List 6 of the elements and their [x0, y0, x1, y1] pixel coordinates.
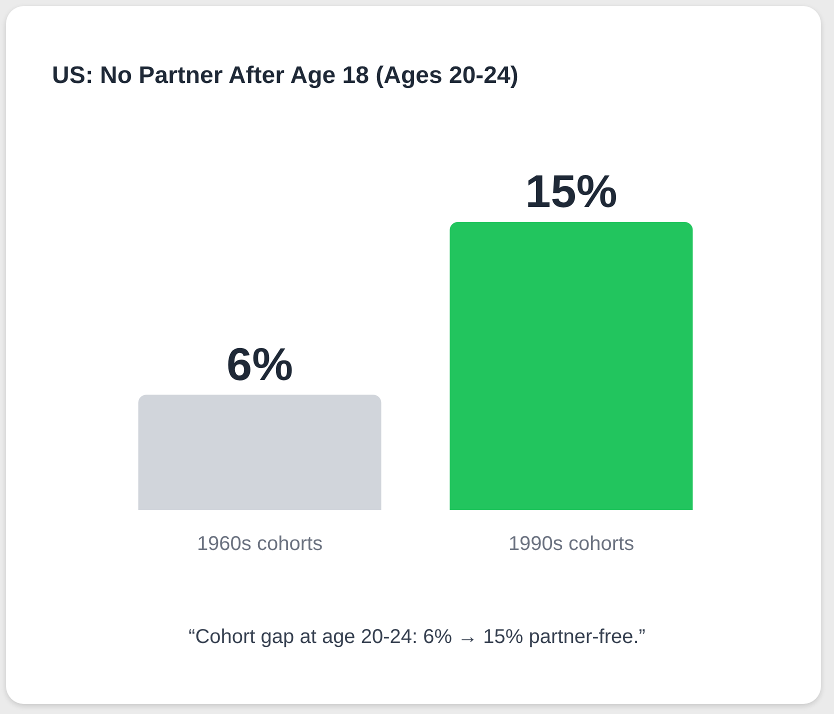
- data-label: 15%: [525, 165, 618, 217]
- text: “Cohort gap at age 20-24: 6% → 15% partner-free.”: [188, 626, 646, 649]
- x-tick-label: 1960s cohorts: [196, 533, 323, 555]
- x-tick-label: 1990s cohorts: [508, 533, 634, 555]
- chart-title: US: No Partner After Age 18 (Ages 20-24): [52, 62, 518, 90]
- data-label: 6%: [226, 338, 293, 390]
